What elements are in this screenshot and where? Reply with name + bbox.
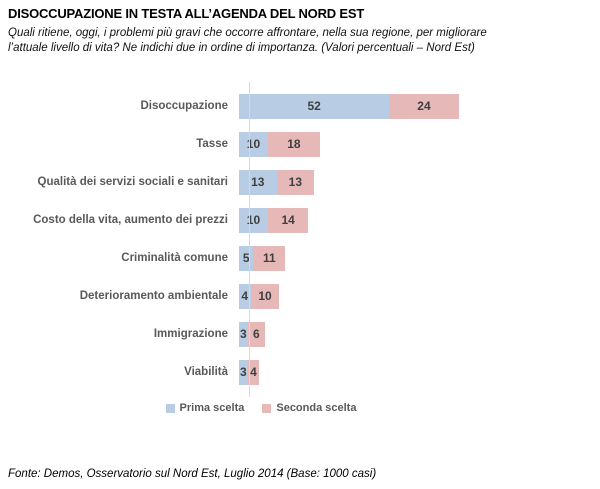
- seconda-scelta-value-label: 4: [250, 365, 257, 379]
- category-label: Qualità dei servizi sociali e sanitari: [37, 175, 228, 188]
- chart-row: Deterioramento ambientale 4 10: [0, 277, 600, 315]
- prima-scelta-value-label: 13: [251, 175, 265, 189]
- stacked-bar: 5 11: [239, 245, 286, 271]
- seconda-scelta-value-label: 14: [281, 213, 295, 227]
- chart-row: Qualità dei servizi sociali e sanitari 1…: [0, 163, 600, 201]
- category-label: Deterioramento ambientale: [79, 289, 228, 302]
- chart-row: Tasse 10 18: [0, 125, 600, 163]
- category-label: Disoccupazione: [140, 99, 228, 112]
- plot-area: Disoccupazione 52 24 Tasse 10 18 Qualità…: [0, 82, 600, 397]
- seconda-scelta-segment: 11: [253, 245, 286, 271]
- seconda-scelta-value-label: 10: [258, 289, 272, 303]
- legend-label-seconda-scelta: Seconda scelta: [276, 402, 357, 414]
- prima-scelta-segment: 52: [239, 93, 390, 119]
- prima-scelta-segment: 10: [239, 131, 268, 157]
- seconda-scelta-value-label: 24: [417, 99, 431, 113]
- prima-scelta-segment: 4: [239, 283, 251, 309]
- seconda-scelta-swatch-icon: [262, 403, 272, 413]
- seconda-scelta-segment: 13: [276, 169, 315, 195]
- source-note: Fonte: Demos, Osservatorio sul Nord Est,…: [8, 468, 377, 480]
- category-label: Immigrazione: [153, 327, 228, 340]
- chart-subtitle: Quali ritiene, oggi, i problemi più grav…: [8, 27, 487, 54]
- prima-scelta-value-label: 4: [241, 289, 249, 303]
- legend: Prima scelta Seconda scelta: [0, 402, 522, 414]
- chart-row: Costo della vita, aumento dei prezzi 10 …: [0, 201, 600, 239]
- chart-row: Immigrazione 3 6: [0, 315, 600, 353]
- legend-item-seconda-scelta: Seconda scelta: [262, 402, 356, 414]
- seconda-scelta-segment: 24: [389, 93, 459, 119]
- category-label: Criminalità comune: [121, 251, 228, 264]
- seconda-scelta-value-label: 13: [288, 175, 303, 189]
- seconda-scelta-segment: 18: [267, 131, 320, 157]
- prima-scelta-value-label: 3: [239, 327, 247, 341]
- category-label: Costo della vita, aumento dei prezzi: [33, 213, 228, 226]
- prima-scelta-value-label: 10: [246, 213, 261, 227]
- prima-scelta-segment: 5: [239, 245, 254, 271]
- stacked-bar: 10 18: [239, 131, 320, 157]
- prima-scelta-segment: 13: [239, 169, 277, 195]
- prima-scelta-segment: 3: [239, 359, 248, 385]
- seconda-scelta-segment: 10: [250, 283, 280, 309]
- stacked-bar: 52 24: [239, 93, 459, 119]
- chart-title: DISOCCUPAZIONE IN TESTA ALL’AGENDA DEL N…: [8, 6, 365, 21]
- chart-row: Criminalità comune 5 11: [0, 239, 600, 277]
- legend-item-prima-scelta: Prima scelta: [165, 402, 245, 414]
- stacked-bar: 10 14: [239, 207, 309, 233]
- prima-scelta-value-label: 3: [239, 365, 247, 379]
- seconda-scelta-value-label: 11: [262, 251, 276, 265]
- seconda-scelta-value-label: 18: [287, 137, 301, 151]
- stacked-bar: 4 10: [239, 283, 280, 309]
- chart-row: Viabilità 3 4: [0, 353, 600, 391]
- seconda-scelta-segment: 6: [247, 321, 265, 347]
- legend-label-prima-scelta: Prima scelta: [179, 402, 245, 414]
- seconda-scelta-segment: 14: [267, 207, 309, 233]
- chart-row: Disoccupazione 52 24: [0, 87, 600, 125]
- stacked-bar: 13 13: [239, 169, 315, 195]
- prima-scelta-value-label: 10: [246, 137, 261, 151]
- stacked-bar: 3 6: [239, 321, 265, 347]
- prima-scelta-swatch-icon: [165, 403, 175, 413]
- seconda-scelta-segment: 4: [247, 359, 260, 385]
- y-axis-line: [249, 82, 250, 397]
- prima-scelta-value-label: 52: [307, 99, 321, 113]
- prima-scelta-value-label: 5: [242, 251, 250, 265]
- prima-scelta-segment: 3: [239, 321, 248, 347]
- seconda-scelta-value-label: 6: [252, 327, 260, 341]
- category-label: Viabilità: [184, 365, 228, 378]
- stacked-bar: 3 4: [239, 359, 260, 385]
- prima-scelta-segment: 10: [239, 207, 268, 233]
- category-label: Tasse: [196, 137, 228, 150]
